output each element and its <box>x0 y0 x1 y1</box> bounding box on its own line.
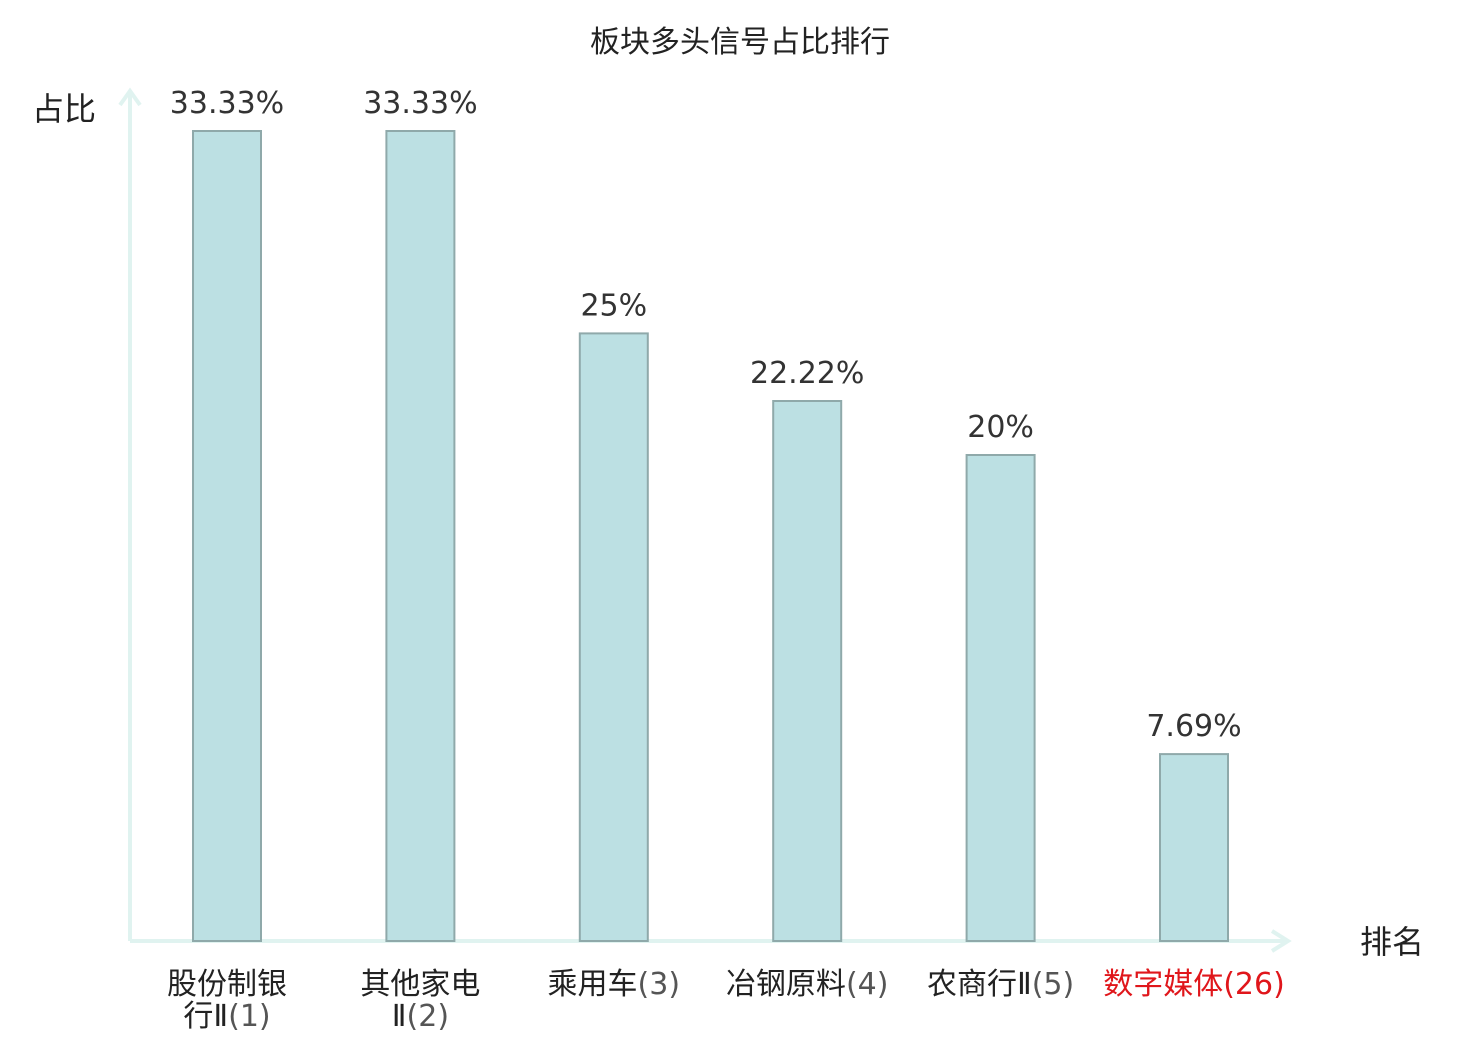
category-rank: (3) <box>638 967 681 1002</box>
bar-2 <box>385 130 456 942</box>
bar-4 <box>772 400 843 942</box>
value-label-3: 25% <box>580 288 647 323</box>
category-name: 其他家电 <box>360 967 480 1002</box>
category-label-1: 股份制银行Ⅱ(1) <box>167 967 287 1034</box>
value-label-6: 7.69% <box>1146 709 1241 744</box>
x-axis-arrow <box>1270 929 1292 953</box>
category-label-3: 乘用车(3) <box>548 967 681 1002</box>
category-label-6: 数字媒体(26) <box>1103 967 1285 1002</box>
category-label-5: 农商行Ⅱ(5) <box>927 967 1074 1002</box>
value-label-4: 22.22% <box>750 356 864 391</box>
bar-3 <box>578 332 649 942</box>
category-label-2: 其他家电 Ⅱ(2) <box>360 967 480 1034</box>
category-name: 冶钢原料 <box>726 967 846 1002</box>
category-rank: (4) <box>846 967 889 1002</box>
category-name: Ⅱ <box>392 999 407 1034</box>
value-label-1: 33.33% <box>170 86 284 121</box>
value-label-2: 33.33% <box>363 86 477 121</box>
category-rank: (2) <box>407 999 450 1034</box>
category-name: 行Ⅱ <box>183 999 228 1034</box>
chart-title: 板块多头信号占比排行 <box>590 25 890 60</box>
category-name: 数字媒体 <box>1103 967 1223 1002</box>
category-rank: (26) <box>1223 967 1285 1002</box>
value-label-5: 20% <box>967 410 1034 445</box>
axes <box>118 87 1292 953</box>
bar-6 <box>1159 753 1229 942</box>
category-name: 乘用车 <box>548 967 638 1002</box>
y-axis-arrow <box>118 87 142 107</box>
category-label-4: 冶钢原料(4) <box>726 967 889 1002</box>
category-name: 股份制银 <box>167 967 287 1002</box>
bars-group <box>192 130 1229 942</box>
bar-1 <box>192 130 262 942</box>
category-labels-group: 股份制银行Ⅱ(1) 其他家电 Ⅱ(2) 乘用车(3) 冶钢原料(4) 农商行Ⅱ(5) 数字媒… <box>167 967 1285 1034</box>
x-axis-label: 排名 <box>1360 923 1424 961</box>
category-name: 农商行Ⅱ <box>927 967 1032 1002</box>
category-rank: (5) <box>1032 967 1075 1002</box>
y-axis-label: 占比 <box>32 90 96 128</box>
category-rank: (1) <box>228 999 271 1034</box>
value-labels-group: 33.33% 33.33% 25% 22.22% 20% 7.69% <box>170 86 1242 744</box>
bar-5 <box>965 454 1036 942</box>
